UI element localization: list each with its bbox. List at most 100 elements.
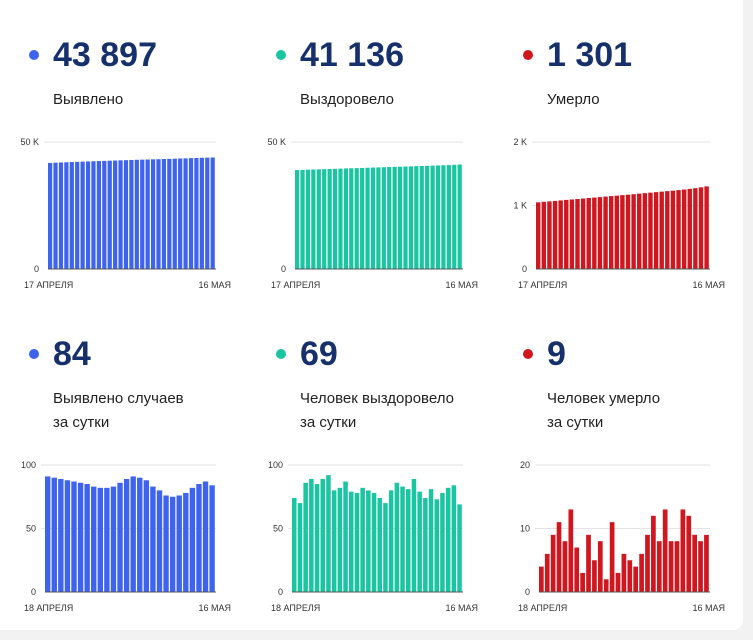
bar xyxy=(129,159,134,269)
bar xyxy=(704,534,709,592)
big-number: 9 xyxy=(547,335,566,373)
bar xyxy=(452,164,457,269)
bar xyxy=(349,168,354,269)
bar xyxy=(550,534,556,592)
x-start-label: 18 АПРЕЛЯ xyxy=(518,603,567,613)
big-number: 1 301 xyxy=(547,36,633,74)
y-tick-label: 2 K xyxy=(513,137,527,147)
bar xyxy=(130,476,136,592)
stats-card: 43 897 Выявлено 0 50 K 17 АПРЕЛЯ 16 МАЯ 41 … xyxy=(0,0,743,630)
bar xyxy=(196,484,202,592)
panel-detected-total: 43 897 Выявлено 0 50 K 17 АПРЕЛЯ 16 МАЯ xyxy=(0,0,247,315)
bar xyxy=(292,498,297,592)
bar xyxy=(189,487,196,592)
bar xyxy=(91,486,97,592)
bar xyxy=(354,492,360,592)
bar xyxy=(562,541,568,592)
bar xyxy=(569,199,575,269)
y-tick-label: 0 xyxy=(34,264,39,274)
bar xyxy=(84,484,90,592)
bar xyxy=(457,164,462,269)
x-start-label: 18 АПРЕЛЯ xyxy=(271,603,320,613)
bar xyxy=(627,560,633,592)
bar xyxy=(366,490,371,592)
bar xyxy=(620,195,625,269)
bar xyxy=(631,194,636,269)
bar xyxy=(597,541,603,592)
bar xyxy=(698,187,704,269)
bar xyxy=(320,478,325,592)
bar xyxy=(327,169,332,269)
y-tick-label: 100 xyxy=(268,460,283,470)
stat-label-line: Выявлено xyxy=(53,91,124,108)
bar xyxy=(297,503,303,592)
bar xyxy=(403,166,408,269)
bar xyxy=(648,192,653,269)
bar xyxy=(692,534,698,592)
bar xyxy=(428,489,434,592)
legend-dot xyxy=(276,349,286,359)
bar xyxy=(314,484,320,592)
stat-label: Выявлено случаев за сутки xyxy=(53,387,243,435)
bar xyxy=(637,193,642,269)
y-tick-label: 10 xyxy=(520,524,530,534)
legend-dot xyxy=(29,50,39,60)
bar xyxy=(435,165,441,269)
bar xyxy=(686,515,692,592)
legend-dot xyxy=(29,349,39,359)
bar xyxy=(360,487,365,592)
y-tick-label: 0 xyxy=(281,264,286,274)
bar xyxy=(659,191,664,269)
bar xyxy=(343,168,348,269)
bar xyxy=(603,579,609,592)
stat-label: Человек выздоровело за сутки xyxy=(300,387,490,435)
y-tick-label: 0 xyxy=(278,587,283,597)
bar xyxy=(383,503,388,592)
x-end-label: 16 МАЯ xyxy=(445,280,478,290)
x-end-label: 16 МАЯ xyxy=(198,280,231,290)
big-number: 41 136 xyxy=(300,36,404,74)
bar xyxy=(371,492,377,592)
bar xyxy=(381,167,386,269)
panel-recovered-daily: 69 Человек выздоровело за сутки 0 50 100 18… xyxy=(247,315,494,630)
stat-label-line: Человек выздоровело xyxy=(300,390,454,407)
bar xyxy=(377,498,382,592)
stat-label: Человек умерло за сутки xyxy=(547,387,737,435)
bar xyxy=(397,166,403,269)
bar xyxy=(209,485,215,592)
bar xyxy=(178,158,183,269)
bar xyxy=(150,159,156,269)
bar xyxy=(51,477,57,592)
bar xyxy=(670,190,676,269)
bar xyxy=(150,486,156,592)
x-start-label: 17 АПРЕЛЯ xyxy=(271,280,320,290)
bar xyxy=(693,188,698,269)
bar xyxy=(698,541,703,592)
bar xyxy=(388,490,394,592)
bar xyxy=(687,188,692,269)
stat-label: Выздоровело xyxy=(300,88,490,112)
y-tick-label: 1 K xyxy=(513,201,527,211)
y-tick-label: 50 K xyxy=(20,137,39,147)
bar xyxy=(97,487,103,592)
bar xyxy=(210,157,215,269)
bar xyxy=(580,198,586,269)
bar xyxy=(681,189,687,269)
chart: 0 50 100 18 АПРЕЛЯ 16 МАЯ xyxy=(268,460,478,613)
bar xyxy=(609,522,615,592)
bar xyxy=(199,157,204,269)
chart: 0 50 K 17 АПРЕЛЯ 16 МАЯ xyxy=(20,137,231,290)
bar xyxy=(338,168,343,269)
bar xyxy=(343,481,348,592)
bar xyxy=(188,158,194,269)
bar xyxy=(163,495,169,592)
legend-dot xyxy=(523,349,533,359)
big-number: 84 xyxy=(53,335,91,373)
bar xyxy=(183,158,188,269)
bar xyxy=(674,541,680,592)
bar xyxy=(547,201,552,269)
bar xyxy=(592,560,597,592)
bar xyxy=(332,168,338,269)
bar xyxy=(316,169,321,269)
big-number: 69 xyxy=(300,335,338,373)
